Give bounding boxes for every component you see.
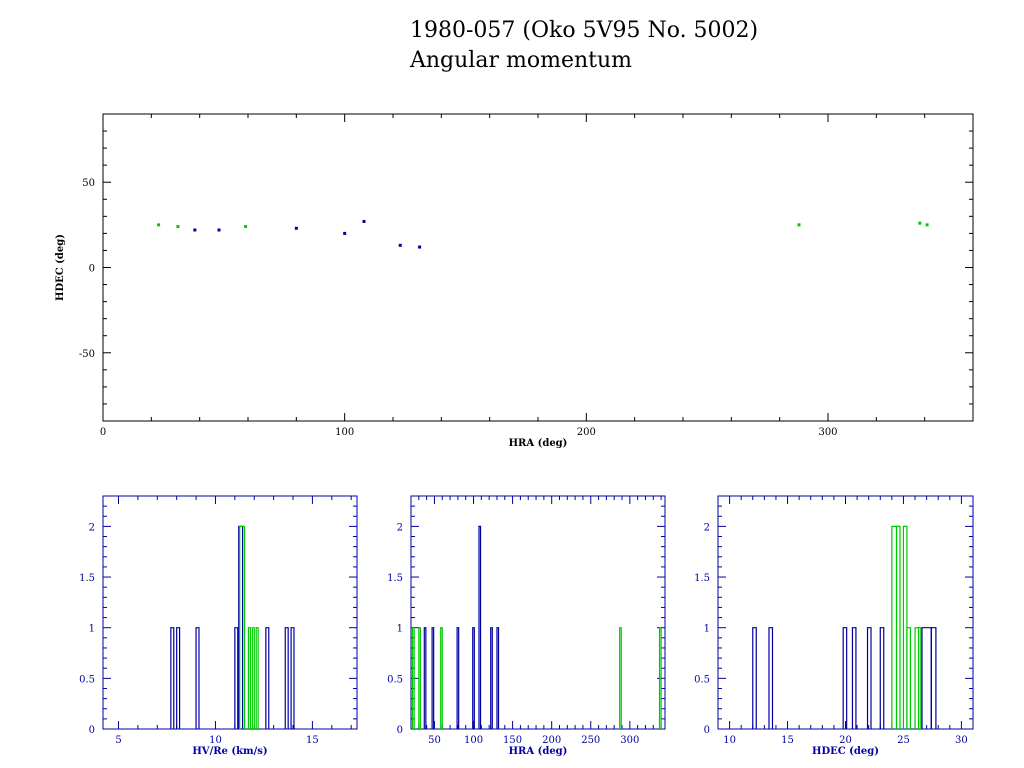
y-tick-label: 50 (82, 178, 95, 189)
x-tick-label: 15 (306, 735, 319, 746)
x-tick-label: 200 (542, 735, 561, 746)
histogram-bin-blue (234, 627, 239, 729)
scatter-point-green (797, 223, 801, 227)
x-axis-label: HDEC (deg) (812, 746, 879, 757)
scatter-point-blue (343, 231, 347, 235)
histogram-bin-blue (423, 627, 427, 729)
y-tick-label: 1 (704, 624, 710, 635)
x-tick-label: 10 (209, 735, 222, 746)
histogram-bin-blue (930, 627, 937, 729)
histogram-bin-blue (265, 627, 270, 729)
x-tick-label: 25 (897, 735, 910, 746)
y-tick-label: 0 (89, 725, 95, 736)
histogram-bin-green (440, 627, 443, 729)
y-tick-label: 2 (704, 522, 710, 533)
histogram-bin-blue (921, 627, 932, 729)
histogram-bin-green (418, 627, 421, 729)
y-tick-label: 0 (89, 264, 95, 275)
histogram-bin-blue (176, 627, 181, 729)
chart-title-line2: Angular momentum (409, 48, 632, 73)
scatter-point-blue (294, 226, 298, 230)
x-tick-label: 50 (428, 735, 441, 746)
chart-panel-1: 0 100 200 300 -50 0 50 HRA (deg) HDEC (deg) (55, 113, 974, 449)
scatter-point-blue (398, 243, 402, 247)
y-tick-label: 2 (397, 522, 403, 533)
histogram-bin-green (891, 525, 898, 729)
y-tick-label: 0 (704, 725, 710, 736)
histogram-bin-blue (170, 627, 175, 729)
histogram-bin-blue (752, 627, 757, 729)
histogram-bin-blue (431, 627, 435, 729)
x-tick-label: 100 (335, 427, 354, 438)
scatter-point-green (157, 223, 161, 227)
histogram-bin-blue (284, 627, 289, 729)
histogram-bin-blue (851, 627, 857, 729)
histogram-bin-green (247, 627, 251, 729)
y-tick-label: 0.5 (387, 674, 403, 685)
chart-title-line1: 1980-057 (Oko 5V95 No. 5002) (410, 18, 758, 43)
histogram-bin-blue (456, 627, 460, 729)
histogram-bin-green (411, 627, 415, 729)
x-tick-label: 30 (955, 735, 968, 746)
chart-panel-2: 5 10 15 0 0.5 1 1.5 2 HV/Re (km/s) (79, 495, 358, 757)
histogram-bin-green (917, 627, 922, 729)
histogram-bin-green (658, 627, 662, 729)
x-tick-label: 20 (839, 735, 852, 746)
x-tick-label: 300 (818, 427, 837, 438)
scatter-point-green (918, 221, 922, 225)
scatter-point-blue (362, 219, 366, 223)
histogram-bin-blue (842, 627, 848, 729)
plot-frame (102, 495, 358, 730)
x-axis-label: HRA (deg) (509, 438, 568, 449)
plot-frame (102, 113, 974, 422)
histogram-bin-blue (490, 627, 493, 729)
y-tick-label: 1 (397, 624, 403, 635)
x-tick-label: 200 (577, 427, 596, 438)
histogram-bin-blue (478, 525, 482, 729)
histogram-bin-green (251, 627, 255, 729)
x-tick-label: 100 (464, 735, 483, 746)
scatter-point-blue (418, 245, 422, 249)
histogram-bin-blue (290, 627, 295, 729)
histogram-bin-blue (879, 627, 885, 729)
scatter-point-green (925, 223, 929, 227)
histogram-bin-blue (866, 627, 872, 729)
x-tick-label: 5 (115, 735, 121, 746)
y-tick-label: 2 (89, 522, 95, 533)
y-tick-label: 0 (397, 725, 403, 736)
x-axis-label: HRA (deg) (509, 746, 568, 757)
scatter-point-blue (193, 228, 197, 232)
histogram-bin-blue (195, 627, 200, 729)
histogram-bin-green (255, 627, 259, 729)
y-tick-label: 1 (89, 624, 95, 635)
scatter-point-green (244, 225, 248, 229)
y-tick-label: 0.5 (79, 674, 95, 685)
plot-frame (410, 495, 666, 730)
y-tick-label: 1.5 (694, 573, 710, 584)
histogram-bin-blue (768, 627, 774, 729)
x-tick-label: 150 (503, 735, 522, 746)
scatter-point-blue (217, 228, 221, 232)
y-tick-label: -50 (79, 349, 95, 360)
y-axis-label: HDEC (deg) (55, 234, 66, 301)
histogram-bin-blue (472, 627, 475, 729)
histogram-bin-green (906, 627, 912, 729)
x-tick-label: 250 (581, 735, 600, 746)
histogram-bin-green (895, 525, 901, 729)
histogram-bin-blue (496, 627, 500, 729)
histogram-bin-green (619, 627, 622, 729)
x-tick-label: 10 (723, 735, 736, 746)
histogram-bin-green (239, 525, 246, 729)
scatter-point-green (176, 225, 180, 229)
y-tick-label: 1.5 (79, 573, 95, 584)
x-tick-label: 0 (100, 427, 106, 438)
y-tick-label: 0.5 (694, 674, 710, 685)
chart-panel-3: 50 100 150 200 250 300 0 0.5 1 1.5 2 HRA (deg) (387, 495, 666, 757)
x-tick-label: 15 (781, 735, 794, 746)
x-tick-label: 300 (620, 735, 639, 746)
x-axis-label: HV/Re (km/s) (192, 746, 267, 757)
chart-panel-4: 10 15 20 25 30 0 0.5 1 1.5 2 HDEC (deg) (694, 495, 974, 757)
y-tick-label: 1.5 (387, 573, 403, 584)
